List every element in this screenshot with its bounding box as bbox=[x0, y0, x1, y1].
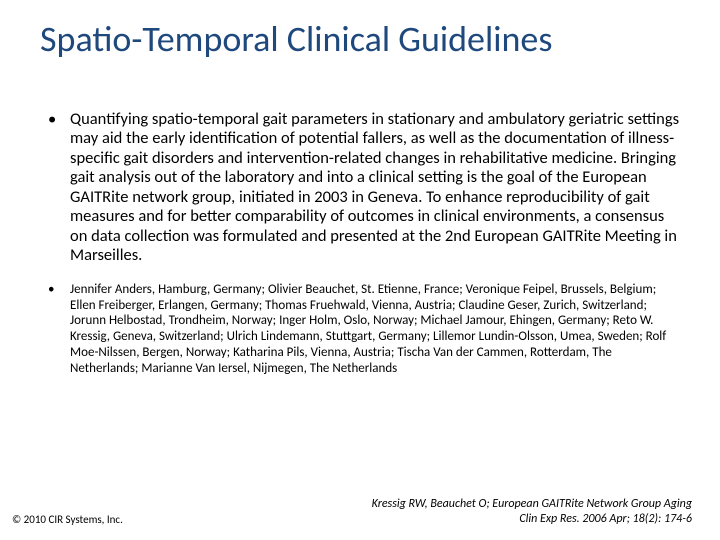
bullet-main: Quantifying spatio-temporal gait paramet… bbox=[48, 110, 680, 266]
slide: Spatio-Temporal Clinical Guidelines Quan… bbox=[0, 0, 720, 540]
bullet-list: Quantifying spatio-temporal gait paramet… bbox=[48, 110, 680, 393]
citation-text: Kressig RW, Beauchet O; European GAITRit… bbox=[352, 497, 692, 526]
slide-title: Spatio-Temporal Clinical Guidelines bbox=[40, 20, 680, 60]
copyright-text: © 2010 CIR Systems, Inc. bbox=[12, 513, 123, 526]
bullet-authors: Jennifer Anders, Hamburg, Germany; Olivi… bbox=[48, 282, 680, 377]
